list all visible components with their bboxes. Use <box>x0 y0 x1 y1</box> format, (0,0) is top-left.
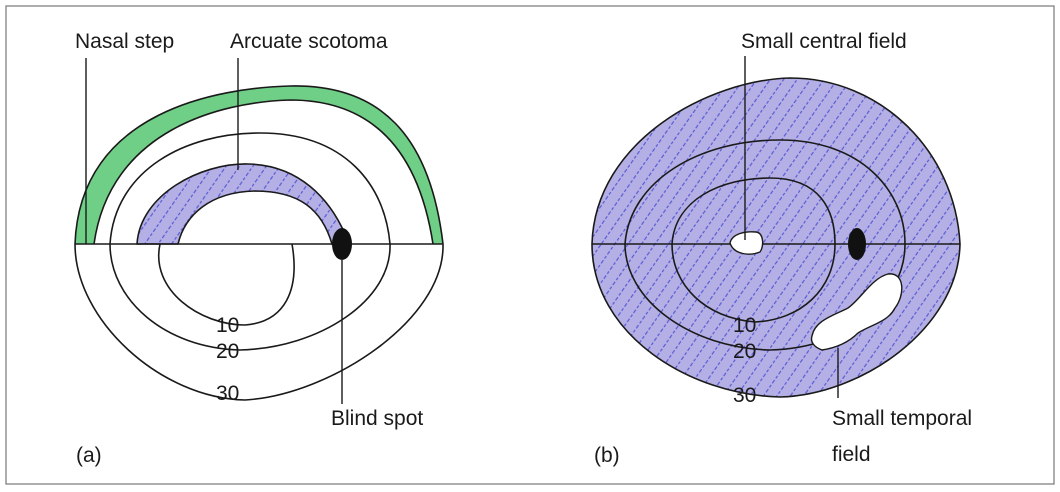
blind-spot-a <box>332 228 352 260</box>
small-temporal-field-label-line2: field <box>832 443 871 466</box>
small-central-field-region <box>729 231 764 255</box>
blind-spot-b <box>848 228 866 260</box>
nasal-step-inner-edge <box>93 99 434 245</box>
panel-a-label: (a) <box>76 444 102 467</box>
small-central-field-label: Small central field <box>741 30 907 53</box>
figure-frame <box>5 5 1055 485</box>
isopter-20-label-b: 20 <box>733 340 756 363</box>
small-temporal-field-region <box>810 273 903 351</box>
isopter-30-label-b: 30 <box>733 384 756 407</box>
isopter-30-label-a: 30 <box>216 382 239 405</box>
panel-a: Nasal step Arcuate scotoma Blind spot 10… <box>74 30 444 467</box>
isopter-20-label-a: 20 <box>216 340 239 363</box>
isopter-10-a <box>157 243 295 326</box>
panel-b-label: (b) <box>594 444 620 467</box>
arcuate-scotoma-region <box>136 163 346 246</box>
small-temporal-field-label-line1: Small temporal <box>832 407 972 430</box>
blind-spot-label: Blind spot <box>331 407 423 430</box>
nasal-step-region <box>75 85 443 245</box>
arcuate-scotoma-label: Arcuate scotoma <box>230 30 388 53</box>
isopter-10-label-b: 10 <box>733 314 756 337</box>
panel-b: Small central field Small temporal field… <box>591 30 972 467</box>
nasal-step-label: Nasal step <box>75 30 174 53</box>
isopter-10-label-a: 10 <box>216 314 239 337</box>
